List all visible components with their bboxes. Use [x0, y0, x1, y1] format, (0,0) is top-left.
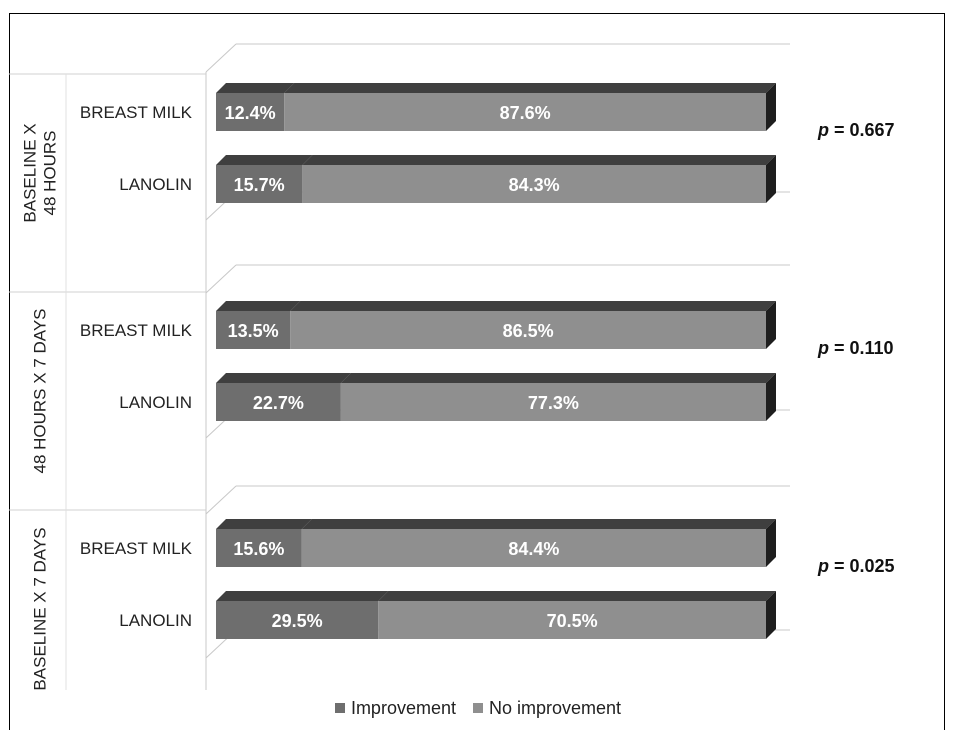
data-label: 12.4%: [225, 103, 276, 123]
legend-item-improvement: Improvement: [334, 697, 456, 719]
p-value-label: p = 0.110: [817, 338, 894, 358]
p-value: = 0.110: [829, 338, 894, 358]
data-label: 29.5%: [272, 611, 323, 631]
bar-segment: [340, 383, 766, 421]
bar-segment: [290, 311, 766, 349]
bar-top-face: [340, 373, 776, 383]
bar-top-face: [302, 155, 776, 165]
p-value-label: p = 0.667: [817, 120, 895, 140]
category-label: BREAST MILK: [80, 539, 193, 558]
grid-diagonal: [205, 264, 237, 294]
data-label: 86.5%: [503, 321, 554, 341]
bar-segment: [216, 311, 291, 349]
bar-segment: [216, 93, 285, 131]
legend-label-no-improvement: No improvement: [489, 697, 622, 718]
data-label: 87.6%: [500, 103, 551, 123]
chart-frame: [9, 13, 945, 730]
group-label: BASELINE X 7 DAYS: [31, 527, 50, 690]
bar-segment: [378, 601, 766, 639]
bar-segment: [216, 383, 341, 421]
bar-top-face: [216, 591, 389, 601]
data-label: 22.7%: [253, 393, 304, 413]
grid-diagonal: [205, 485, 237, 515]
stacked-bar-chart: BASELINE X48 HOURS BREAST MILK 12.4% 87.6% L…: [9, 43, 895, 690]
bar-top-face: [216, 373, 351, 383]
p-value-label: p = 0.025: [817, 556, 895, 576]
bar-side-face: [766, 591, 776, 639]
bar-top-face: [216, 519, 312, 529]
data-label: 84.4%: [508, 539, 559, 559]
bar-segment: [216, 165, 303, 203]
group-label-line: BASELINE X 7 DAYS: [31, 527, 50, 690]
bar-top-face: [216, 83, 295, 93]
category-label: LANOLIN: [119, 175, 192, 194]
p-value: = 0.025: [829, 556, 895, 576]
legend-label-improvement: Improvement: [350, 697, 456, 718]
grid-diagonal: [205, 43, 237, 73]
legend-swatch-no-improvement: [473, 703, 483, 713]
p-symbol: p: [817, 120, 829, 140]
bar-top-face: [301, 519, 776, 529]
bar-side-face: [766, 519, 776, 567]
category-label: LANOLIN: [119, 611, 192, 630]
bar-segment: [284, 93, 766, 131]
group-label-line: BASELINE X: [21, 123, 40, 222]
data-label: 70.5%: [547, 611, 598, 631]
group-label-line: 48 HOURS: [41, 130, 60, 215]
bar-side-face: [766, 373, 776, 421]
p-symbol: p: [817, 556, 829, 576]
bar-top-face: [290, 301, 776, 311]
bar-side-face: [766, 83, 776, 131]
category-label: LANOLIN: [119, 393, 192, 412]
data-label: 15.6%: [233, 539, 284, 559]
legend-swatch-improvement: [334, 703, 345, 713]
group-label: 48 HOURS X 7 DAYS: [31, 308, 50, 473]
data-label: 84.3%: [509, 175, 560, 195]
bar-top-face: [284, 83, 776, 93]
bar-top-face: [378, 591, 776, 601]
p-symbol: p: [817, 338, 829, 358]
data-label: 15.7%: [234, 175, 285, 195]
group-label-line: 48 HOURS X 7 DAYS: [31, 308, 50, 473]
bar-segment: [301, 529, 766, 567]
data-label: 77.3%: [528, 393, 579, 413]
category-label: BREAST MILK: [80, 321, 193, 340]
category-label: BREAST MILK: [80, 103, 193, 122]
bar-segment: [216, 601, 379, 639]
p-value: = 0.667: [829, 120, 895, 140]
bar-segment: [302, 165, 766, 203]
data-label: 13.5%: [228, 321, 279, 341]
bar-side-face: [766, 301, 776, 349]
bar-top-face: [216, 155, 313, 165]
legend-item-no-improvement: No improvement: [473, 698, 621, 719]
bar-segment: [216, 529, 302, 567]
chart-legend: Improvement No improvement: [0, 697, 956, 719]
bar-side-face: [766, 155, 776, 203]
bar-top-face: [216, 301, 301, 311]
group-label: BASELINE X48 HOURS: [21, 123, 60, 222]
